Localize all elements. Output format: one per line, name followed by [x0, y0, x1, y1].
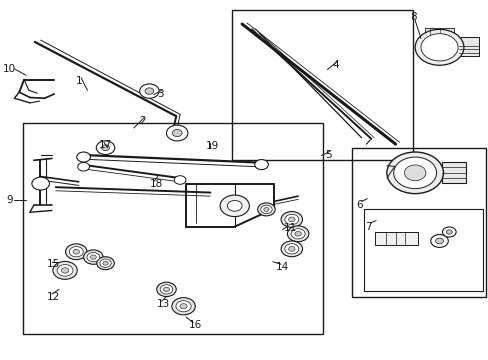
Text: 12: 12 [47, 292, 60, 302]
Circle shape [260, 205, 272, 213]
Circle shape [53, 261, 77, 279]
Circle shape [386, 152, 443, 194]
Circle shape [284, 244, 298, 254]
Bar [22, 123, 322, 334]
Circle shape [290, 229, 305, 239]
Text: 18: 18 [149, 179, 163, 189]
Bar [441, 162, 466, 183]
Text: 9: 9 [6, 195, 13, 205]
Text: 8: 8 [409, 12, 416, 22]
Circle shape [287, 226, 308, 242]
Circle shape [78, 162, 89, 171]
Circle shape [102, 261, 108, 265]
Circle shape [430, 234, 447, 247]
Text: 5: 5 [325, 150, 331, 160]
Text: 6: 6 [356, 200, 363, 210]
Text: 1: 1 [76, 76, 83, 86]
Text: 4: 4 [331, 60, 338, 70]
Circle shape [100, 259, 111, 267]
Text: 2: 2 [140, 116, 146, 126]
Circle shape [69, 247, 83, 257]
Bar [458, 37, 478, 56]
Bar [424, 28, 453, 37]
Circle shape [281, 241, 302, 257]
Circle shape [288, 217, 294, 222]
Text: 7: 7 [365, 222, 371, 231]
Circle shape [284, 214, 298, 225]
Circle shape [393, 157, 436, 189]
Bar [351, 148, 485, 297]
Text: 3: 3 [157, 89, 163, 99]
Circle shape [174, 176, 185, 184]
Circle shape [227, 201, 242, 211]
Circle shape [263, 207, 268, 211]
Circle shape [87, 252, 100, 262]
Circle shape [57, 265, 73, 276]
Circle shape [145, 88, 154, 94]
Circle shape [220, 195, 249, 217]
Circle shape [288, 247, 294, 251]
Circle shape [65, 244, 87, 260]
Circle shape [97, 257, 114, 270]
Circle shape [294, 231, 301, 236]
Circle shape [157, 282, 176, 297]
Circle shape [180, 303, 187, 309]
Circle shape [257, 203, 275, 216]
Text: 11: 11 [283, 224, 296, 233]
Circle shape [83, 250, 103, 264]
Circle shape [435, 238, 443, 244]
Text: 16: 16 [188, 320, 201, 330]
Text: 19: 19 [205, 141, 218, 151]
Circle shape [404, 165, 425, 181]
Circle shape [96, 141, 115, 154]
Text: 14: 14 [276, 262, 289, 272]
Circle shape [171, 298, 195, 315]
Circle shape [254, 159, 268, 170]
Circle shape [90, 255, 96, 259]
Bar [374, 232, 417, 245]
Circle shape [281, 212, 302, 227]
Circle shape [442, 227, 455, 237]
Circle shape [172, 130, 182, 136]
Circle shape [73, 249, 80, 254]
Circle shape [446, 230, 451, 234]
Circle shape [77, 152, 90, 162]
Text: 17: 17 [99, 140, 112, 150]
Bar [232, 10, 412, 160]
Circle shape [166, 125, 187, 141]
Circle shape [160, 285, 172, 294]
Circle shape [32, 177, 49, 190]
Text: 15: 15 [47, 259, 60, 269]
Circle shape [414, 30, 463, 65]
Circle shape [102, 145, 109, 150]
Circle shape [420, 34, 457, 61]
Circle shape [61, 268, 69, 273]
Bar [363, 209, 483, 291]
Circle shape [176, 301, 191, 312]
Text: 13: 13 [157, 299, 170, 309]
Circle shape [140, 84, 159, 98]
Circle shape [163, 287, 169, 292]
Text: 10: 10 [3, 64, 16, 74]
